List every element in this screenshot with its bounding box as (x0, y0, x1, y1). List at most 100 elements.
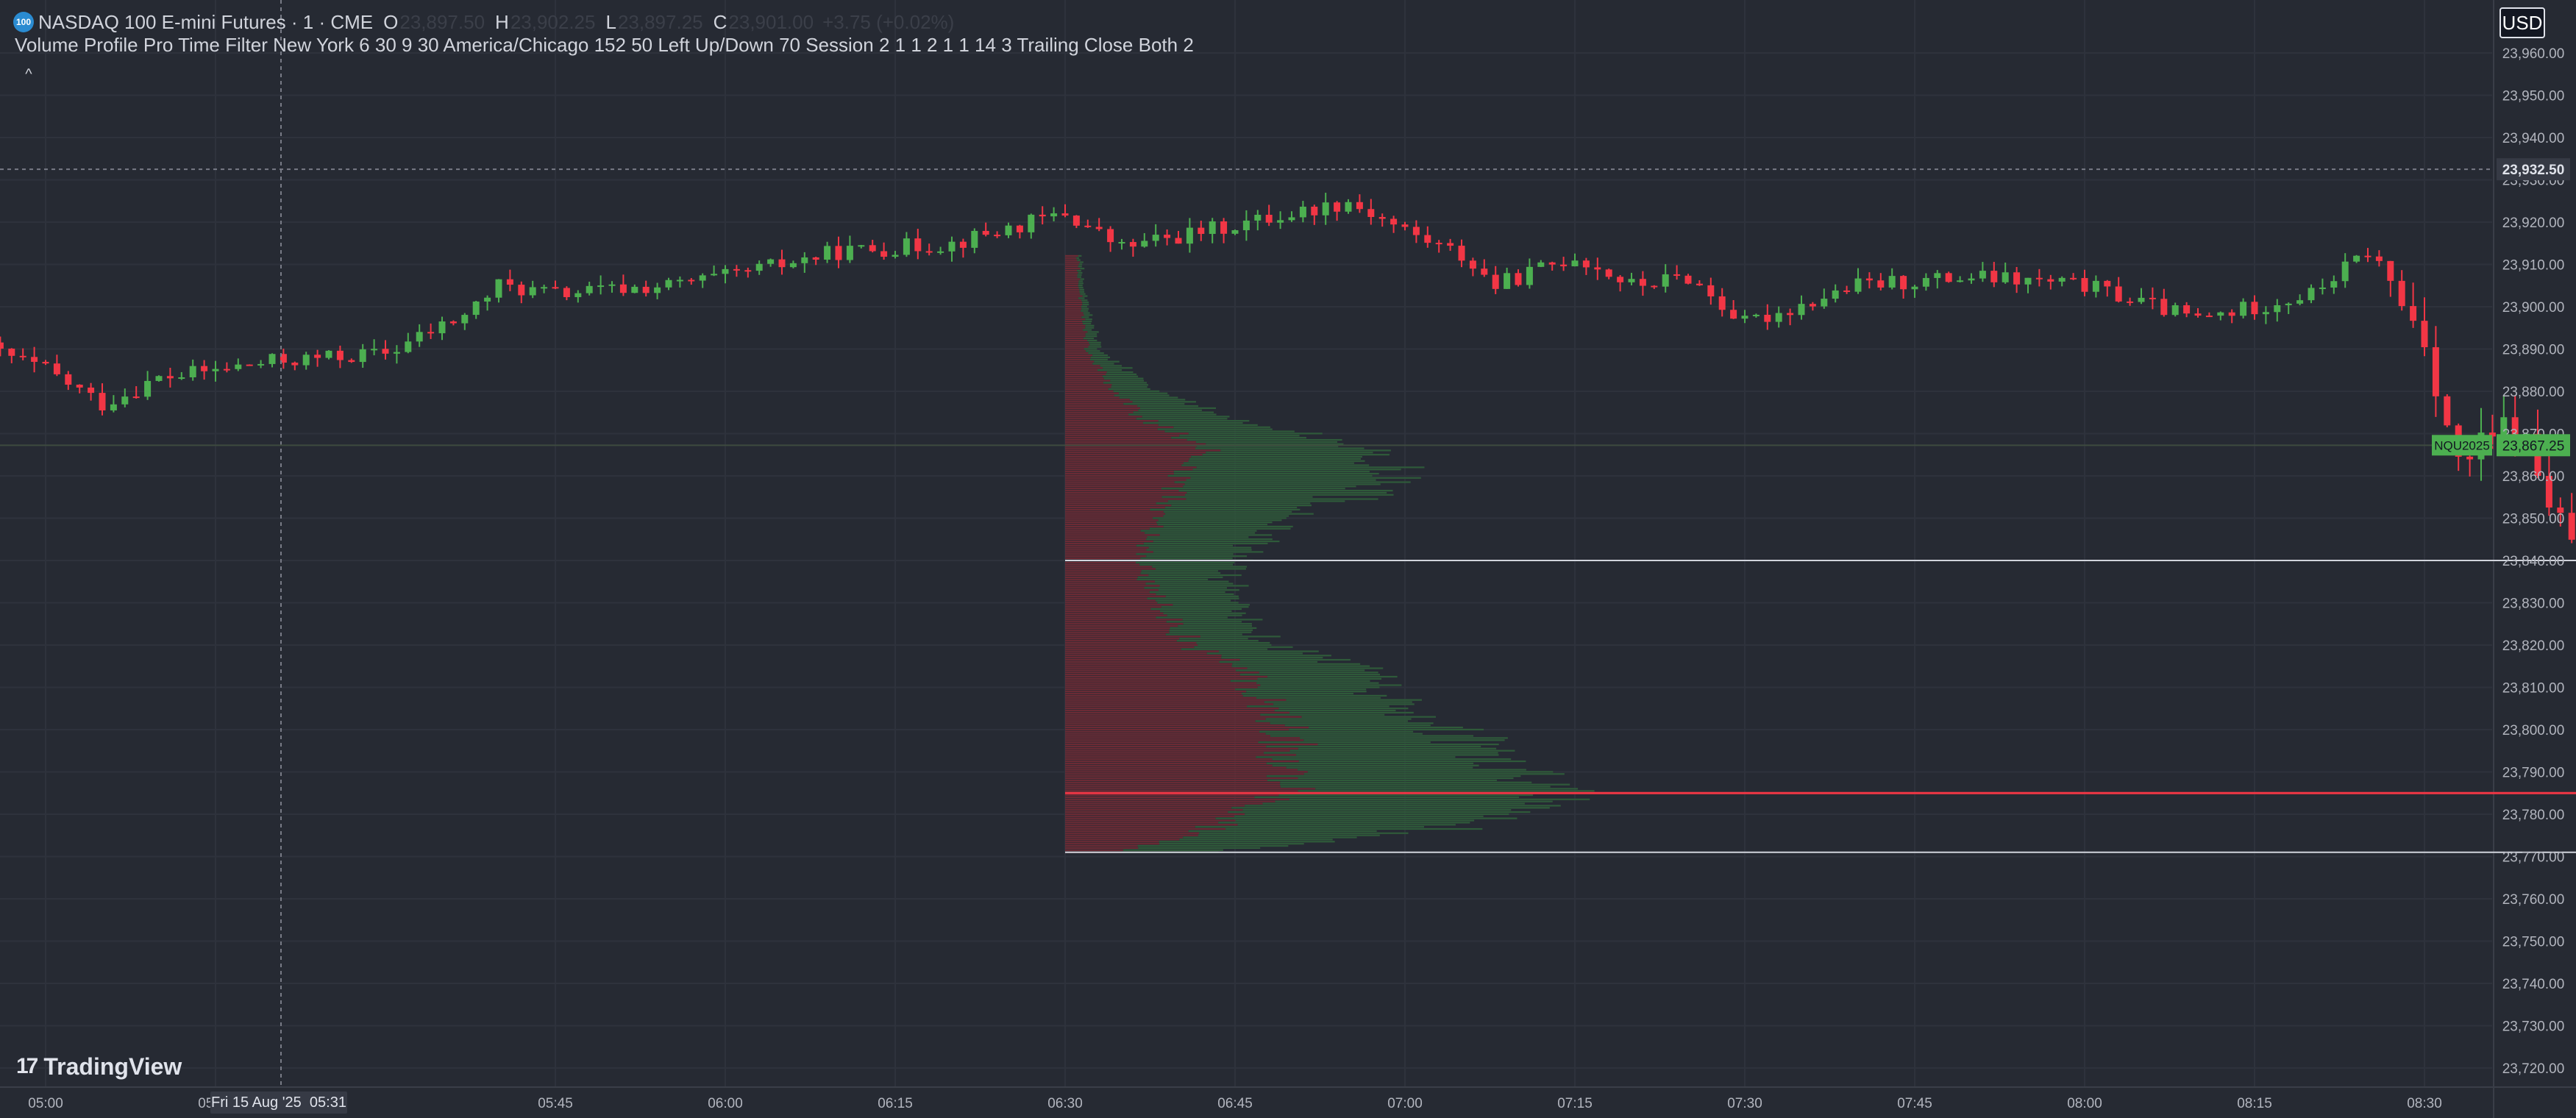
volume-profile-up-bar (1082, 303, 1089, 306)
candle-down (1787, 313, 1794, 316)
volume-profile-up-bar (1195, 447, 1365, 449)
candle-up (676, 280, 683, 282)
volume-profile-up-bar (1147, 536, 1249, 538)
volume-profile-down-bar (1065, 760, 1299, 763)
candle-down (1515, 273, 1522, 285)
volume-profile-up-bar (1089, 343, 1101, 346)
volume-profile-down-bar (1065, 669, 1237, 672)
volume-profile-up-bar (1081, 305, 1087, 307)
volume-profile-up-bar (1189, 457, 1362, 460)
volume-profile-up-bar (1181, 464, 1370, 466)
volume-profile-up-bar (1196, 445, 1339, 447)
volume-profile-up-bar (1164, 430, 1295, 432)
tradingview-logo-icon: 17 (16, 1054, 38, 1078)
volume-profile-up-bar (1183, 485, 1356, 488)
volume-profile-up-bar (1246, 691, 1367, 693)
volume-profile-down-bar (1065, 724, 1285, 727)
currency-button[interactable]: USD (2499, 7, 2545, 38)
volume-profile-up-bar (1266, 775, 1521, 777)
volume-profile-up-bar (1286, 699, 1422, 701)
candle-down (1164, 235, 1171, 238)
volume-profile-down-bar (1065, 407, 1140, 409)
tradingview-logo[interactable]: 17 TradingView (16, 1052, 182, 1081)
volume-profile-up-bar (1159, 534, 1273, 536)
volume-profile-up-bar (1256, 756, 1456, 758)
volume-profile-up-bar (1103, 377, 1144, 380)
candle-up (1526, 266, 1533, 285)
volume-profile-down-bar (1065, 786, 1281, 788)
volume-profile-up-bar (1159, 843, 1304, 845)
candle-up (212, 368, 219, 371)
volume-profile-down-bar (1065, 268, 1081, 270)
volume-profile-down-bar (1065, 694, 1243, 697)
symbol-legend: 100 NASDAQ 100 E-mini Futures · 1 · CME … (13, 9, 954, 35)
volume-profile-up-bar (1088, 352, 1104, 355)
low-label: L (605, 10, 616, 33)
volume-profile-down-bar (1065, 566, 1153, 568)
volume-profile-up-bar (1167, 614, 1242, 616)
candle-down (778, 259, 786, 268)
candle-down (88, 387, 95, 394)
volume-profile-up-bar (1188, 830, 1377, 832)
volume-profile-up-bar (1234, 815, 1484, 817)
volume-profile-down-bar (1065, 371, 1107, 374)
candle-down (835, 246, 842, 260)
volume-profile-down-bar (1065, 602, 1158, 604)
indicator-legend[interactable]: Volume Profile Pro Time Filter New York … (15, 34, 1194, 56)
collapse-legend-icon[interactable]: ^ (25, 65, 32, 82)
volume-profile-down-bar (1065, 745, 1267, 747)
volume-profile-down-bar (1065, 443, 1206, 445)
volume-profile-down-bar (1065, 583, 1146, 585)
volume-profile-down-bar (1065, 399, 1130, 401)
candle-up (654, 287, 661, 293)
volume-profile-down-bar (1065, 474, 1168, 477)
candle-down (2205, 316, 2213, 318)
candle-up (541, 287, 548, 289)
volume-profile-up-bar (1148, 574, 1242, 577)
volume-profile-down-bar (1065, 728, 1289, 730)
candle-down (1061, 213, 1069, 216)
volume-profile-down-bar (1065, 297, 1078, 299)
candle-down (1560, 264, 1568, 267)
volume-profile-up-bar (1113, 390, 1160, 392)
volume-profile-up-bar (1298, 760, 1526, 763)
volume-profile-down-bar (1065, 796, 1255, 798)
volume-profile-down-bar (1065, 612, 1164, 614)
candle-up (1504, 273, 1511, 289)
candle-up (2296, 300, 2304, 304)
candle-up (416, 332, 423, 342)
candle-down (2432, 347, 2439, 396)
volume-profile-down-bar (1065, 819, 1236, 822)
volume-profile-down-bar (1065, 692, 1242, 695)
candle-down (1594, 267, 1601, 270)
candle-down (223, 368, 230, 371)
volume-profile-down-bar (1065, 661, 1220, 663)
volume-profile-up-bar (1218, 822, 1470, 824)
volume-profile-up-bar (1169, 629, 1253, 631)
volume-profile-down-bar (1065, 341, 1089, 343)
volume-profile-up-bar (1161, 606, 1249, 608)
volume-profile-down-bar (1065, 557, 1141, 560)
volume-profile-up-bar (1259, 672, 1378, 674)
candle-up (1888, 276, 1896, 288)
candle-down (869, 245, 876, 252)
candle-up (472, 301, 480, 316)
volume-profile-down-bar (1065, 310, 1081, 312)
symbol-title[interactable]: NASDAQ 100 E-mini Futures · 1 · CME (38, 10, 374, 33)
volume-profile-down-bar (1065, 496, 1162, 498)
volume-profile-up-bar (1158, 424, 1258, 426)
last-price-tag (2497, 434, 2570, 457)
candle-up (1911, 286, 1918, 290)
volume-profile-down-bar (1065, 674, 1240, 676)
volume-profile-up-bar (1254, 796, 1520, 798)
volume-profile-up-bar (1146, 538, 1273, 541)
volume-profile-down-bar (1065, 413, 1129, 416)
volume-profile-down-bar (1065, 457, 1189, 460)
candle-up (586, 285, 593, 293)
volume-profile-up-bar (1087, 339, 1097, 341)
volume-profile-up-bar (1156, 593, 1234, 595)
candle-up (2274, 305, 2281, 313)
volume-profile-down-bar (1065, 599, 1156, 602)
